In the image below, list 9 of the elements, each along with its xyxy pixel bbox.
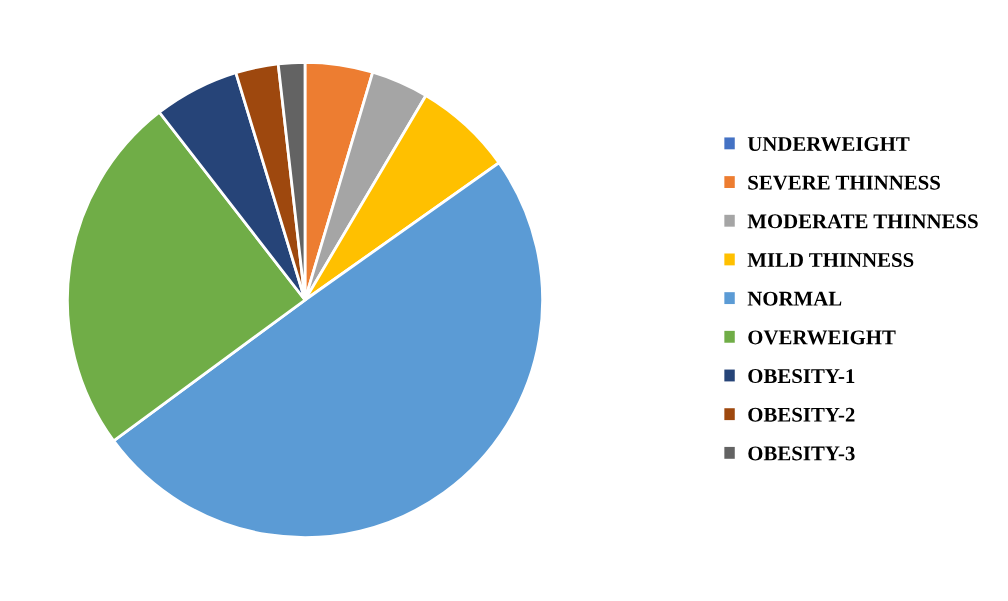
legend-label: UNDERWEIGHT	[747, 136, 910, 152]
legend-label: MODERATE THINNESS	[747, 214, 978, 229]
legend-label: NORMAL	[747, 291, 842, 306]
legend-label: OVERWEIGHT	[748, 330, 896, 345]
legend-label: OBESITY-3	[748, 446, 855, 461]
legend-label: OBESITY-2	[748, 407, 855, 422]
legend-label: OBESITY-1	[748, 369, 855, 384]
legend-label: SEVERE THINNESS	[748, 175, 940, 190]
legend-label: MILD THINNESS	[747, 253, 914, 268]
